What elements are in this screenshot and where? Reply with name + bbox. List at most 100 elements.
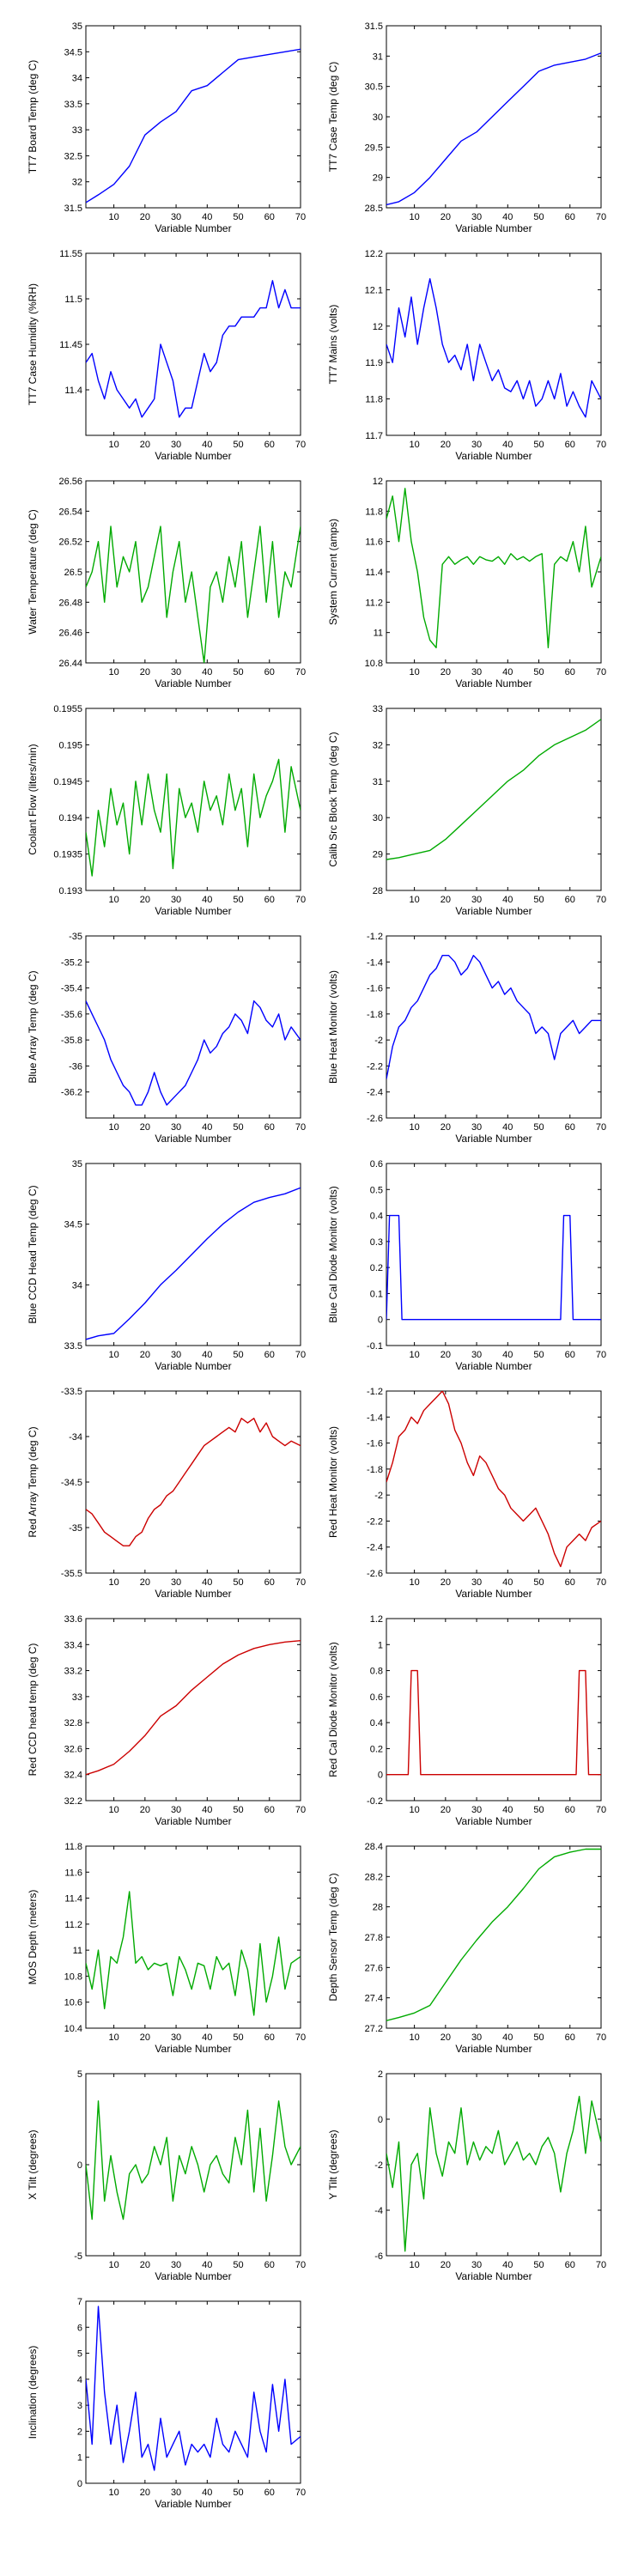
y-tick-label: 11.2: [64, 1920, 82, 1930]
y-tick-label: 28.5: [365, 204, 383, 214]
chart-16: 10 20 30 40 50 60 70 -0.2 0 0.2 0.4 0.6 0.8 1 1.2 Varia…: [327, 1614, 606, 1827]
y-tick-label: 27.8: [365, 1933, 383, 1943]
x-tick-label: 10: [108, 1577, 118, 1588]
x-axis-label: Variable Number: [455, 450, 532, 462]
charts: 10 20 30 40 50 60 7031.53232.53333.53434.535Va…: [27, 21, 606, 2510]
series-line: [386, 278, 601, 418]
y-tick-label: 1: [378, 1640, 383, 1650]
x-tick-label: 30: [171, 212, 181, 222]
x-tick-label: 70: [596, 667, 606, 677]
y-tick-label: -1.4: [367, 1413, 383, 1423]
chart-14: 10 20 30 40 50 60 70 -2.6 -2.4 -2.2 -2 -1.8 -1.6 -1.4…: [327, 1387, 606, 1600]
y-tick-label: -35.2: [61, 957, 82, 968]
x-tick-label: 70: [596, 895, 606, 905]
y-tick-label: 11.8: [365, 395, 383, 405]
x-tick-label: 40: [202, 1122, 212, 1133]
y-tick-label: 10.8: [64, 1971, 82, 1982]
y-tick-label: -35: [69, 932, 82, 942]
series-line: [86, 526, 301, 663]
x-axis-label: Variable Number: [455, 1588, 532, 1600]
y-tick-label: 26.52: [58, 538, 82, 548]
x-tick-label: 40: [502, 1577, 513, 1588]
x-tick-label: 50: [233, 440, 243, 450]
y-tick-label: 11.4: [64, 1894, 82, 1905]
y-tick-label: 0.3: [370, 1237, 383, 1248]
x-axis-label: Variable Number: [455, 1815, 532, 1827]
series-line: [386, 2095, 601, 2252]
x-tick-label: 50: [233, 667, 243, 677]
x-axis-label: Variable Number: [455, 905, 532, 917]
y-tick-label: 11.8: [64, 1842, 82, 1852]
x-tick-label: 70: [295, 1577, 306, 1588]
x-tick-label: 50: [233, 1122, 243, 1133]
x-tick-label: 40: [202, 667, 212, 677]
plot-frame: [85, 252, 301, 436]
y-tick-label: -4: [374, 2206, 383, 2216]
x-tick-label: 60: [264, 2032, 275, 2043]
x-tick-label: 70: [295, 1122, 306, 1133]
x-tick-label: 10: [108, 1350, 118, 1360]
x-tick-label: 40: [202, 440, 212, 450]
x-tick-label: 50: [233, 2032, 243, 2043]
y-tick-label: 0.8: [370, 1667, 383, 1677]
y-tick-label: -35.5: [61, 1569, 82, 1579]
y-tick-label: -6: [374, 2251, 383, 2262]
x-tick-label: 50: [233, 212, 243, 222]
x-tick-label: 60: [565, 895, 575, 905]
x-tick-label: 20: [440, 440, 451, 450]
y-tick-label: -36.2: [61, 1088, 82, 1098]
x-tick-label: 30: [471, 2032, 482, 2043]
y-tick-label: 27.6: [365, 1963, 383, 1973]
chart-11: 10 20 30 40 50 60 70 33.5 34 34.5 35 Variable Numbe…: [27, 1159, 306, 1372]
y-tick-label: 6: [77, 2323, 82, 2333]
y-tick-label: 0.4: [370, 1718, 383, 1728]
y-tick-label: 0.1955: [53, 704, 82, 714]
y-tick-label: 11.6: [365, 538, 383, 548]
y-axis-label: Blue Array Temp (deg C): [27, 970, 39, 1083]
x-axis-label: Variable Number: [155, 450, 231, 462]
y-tick-label: 11.5: [64, 295, 82, 305]
y-tick-label: 2: [77, 2427, 82, 2437]
x-tick-label: 50: [233, 1805, 243, 1815]
y-tick-label: 29: [373, 173, 383, 184]
plot-frame: [386, 1163, 602, 1346]
x-tick-label: 70: [596, 2032, 606, 2043]
x-tick-label: 20: [140, 667, 150, 677]
x-tick-label: 50: [233, 2260, 243, 2270]
y-axis-label: Red Array Temp (deg C): [27, 1426, 39, 1537]
x-tick-label: 10: [108, 440, 118, 450]
x-tick-label: 60: [264, 1122, 275, 1133]
x-tick-label: 70: [295, 1350, 306, 1360]
chart-15: 10 20 30 40 50 60 70 32.2 32.4 32.6 32.8 33 33.2 33.4…: [27, 1614, 306, 1827]
y-tick-label: 32.2: [64, 1796, 82, 1807]
y-tick-label: 32.6: [64, 1744, 82, 1754]
chart-13: 10 20 30 40 50 60 70 -35.5 -35 -34.5 -34 -33.5 Varia…: [27, 1387, 306, 1600]
x-tick-label: 70: [596, 1122, 606, 1133]
x-tick-label: 40: [202, 1577, 212, 1588]
y-tick-label: 31: [373, 777, 383, 787]
x-tick-label: 10: [108, 212, 118, 222]
y-tick-label: 31.5: [64, 204, 82, 214]
chart-9: 10 20 30 40 50 60 70 -36.2 -36 -35.8 -35.6 -35.4 -35…: [27, 932, 306, 1145]
y-tick-label: 11.9: [365, 358, 383, 368]
x-tick-label: 30: [171, 2032, 181, 2043]
y-axis-label: Inclination (degrees): [27, 2346, 39, 2439]
y-tick-label: 0.193: [58, 886, 82, 896]
x-tick-label: 40: [202, 2260, 212, 2270]
plot-frame: [85, 1390, 301, 1574]
y-tick-label: 31: [373, 52, 383, 62]
x-tick-label: 10: [409, 2032, 419, 2043]
x-tick-label: 30: [471, 2260, 482, 2270]
x-tick-label: 30: [471, 667, 482, 677]
y-tick-label: 0: [378, 1771, 383, 1781]
y-axis-label: Red CCD head temp (deg C): [27, 1643, 39, 1777]
y-tick-label: 0.6: [370, 1692, 383, 1703]
x-tick-label: 10: [108, 895, 118, 905]
x-axis-label: Variable Number: [455, 2043, 532, 2055]
x-axis-label: Variable Number: [155, 2043, 231, 2055]
y-tick-label: 32: [72, 178, 82, 188]
x-tick-label: 30: [471, 440, 482, 450]
x-axis-label: Variable Number: [155, 222, 231, 234]
x-axis-label: Variable Number: [455, 677, 532, 690]
y-axis-label: Red Cal Diode Monitor (volts): [327, 1642, 339, 1777]
